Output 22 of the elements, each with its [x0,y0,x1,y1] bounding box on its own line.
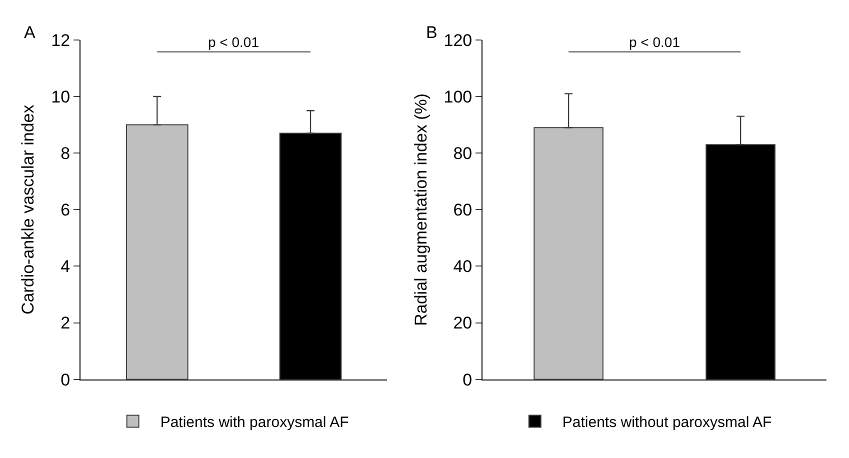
y-tick-label: 6 [60,200,70,220]
annotation: p < 0.01 [208,34,260,50]
chart-title: A [24,23,36,42]
y-axis-title: Cardio-ankle vascular index [18,104,38,315]
y-tick-label: 8 [60,144,70,164]
chart-title: B [426,23,438,42]
y-tick-label: 80 [453,144,472,164]
y-tick-label: 40 [453,257,472,276]
y-tick-label: 0 [462,370,472,390]
legend-label: Patients without paroxysmal AF [562,414,772,432]
y-axis-title: Radial augmentation index (%) [411,93,430,326]
y-tick-label: 20 [453,314,472,333]
y-tick-label: 12 [51,30,70,50]
y-tick-label: 60 [453,200,472,220]
y-tick-label: 100 [444,87,472,106]
y-tick-label: 4 [60,257,70,276]
y-tick-label: 0 [60,370,70,390]
y-tick-label: 2 [60,314,70,333]
annotation: p < 0.01 [629,34,680,50]
y-tick-label: 10 [51,87,70,106]
legend-label: Patients with paroxysmal AF [160,414,349,432]
y-tick-label: 120 [444,30,472,50]
